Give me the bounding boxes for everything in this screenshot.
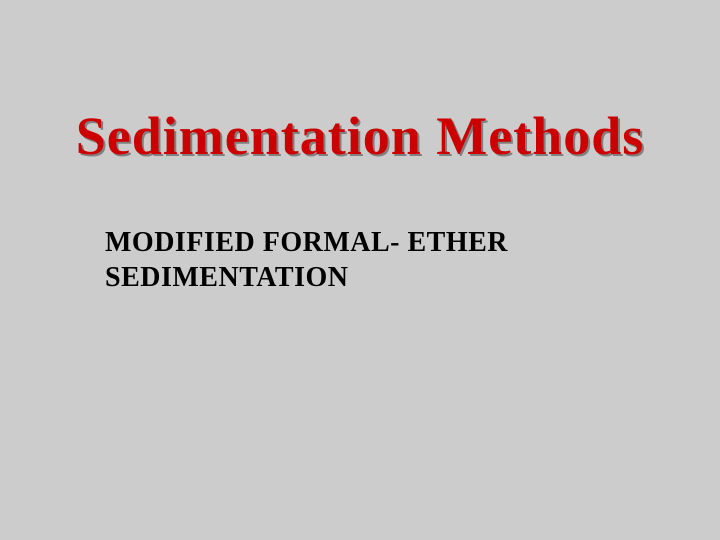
slide-subtitle: MODIFIED FORMAL- ETHER SEDIMENTATION (105, 225, 508, 295)
subtitle-line-2: SEDIMENTATION (105, 262, 349, 293)
slide-container: Sedimentation Methods MODIFIED FORMAL- E… (0, 0, 720, 540)
slide-title: Sedimentation Methods (0, 105, 720, 167)
subtitle-line-1: MODIFIED FORMAL- ETHER (105, 227, 508, 258)
